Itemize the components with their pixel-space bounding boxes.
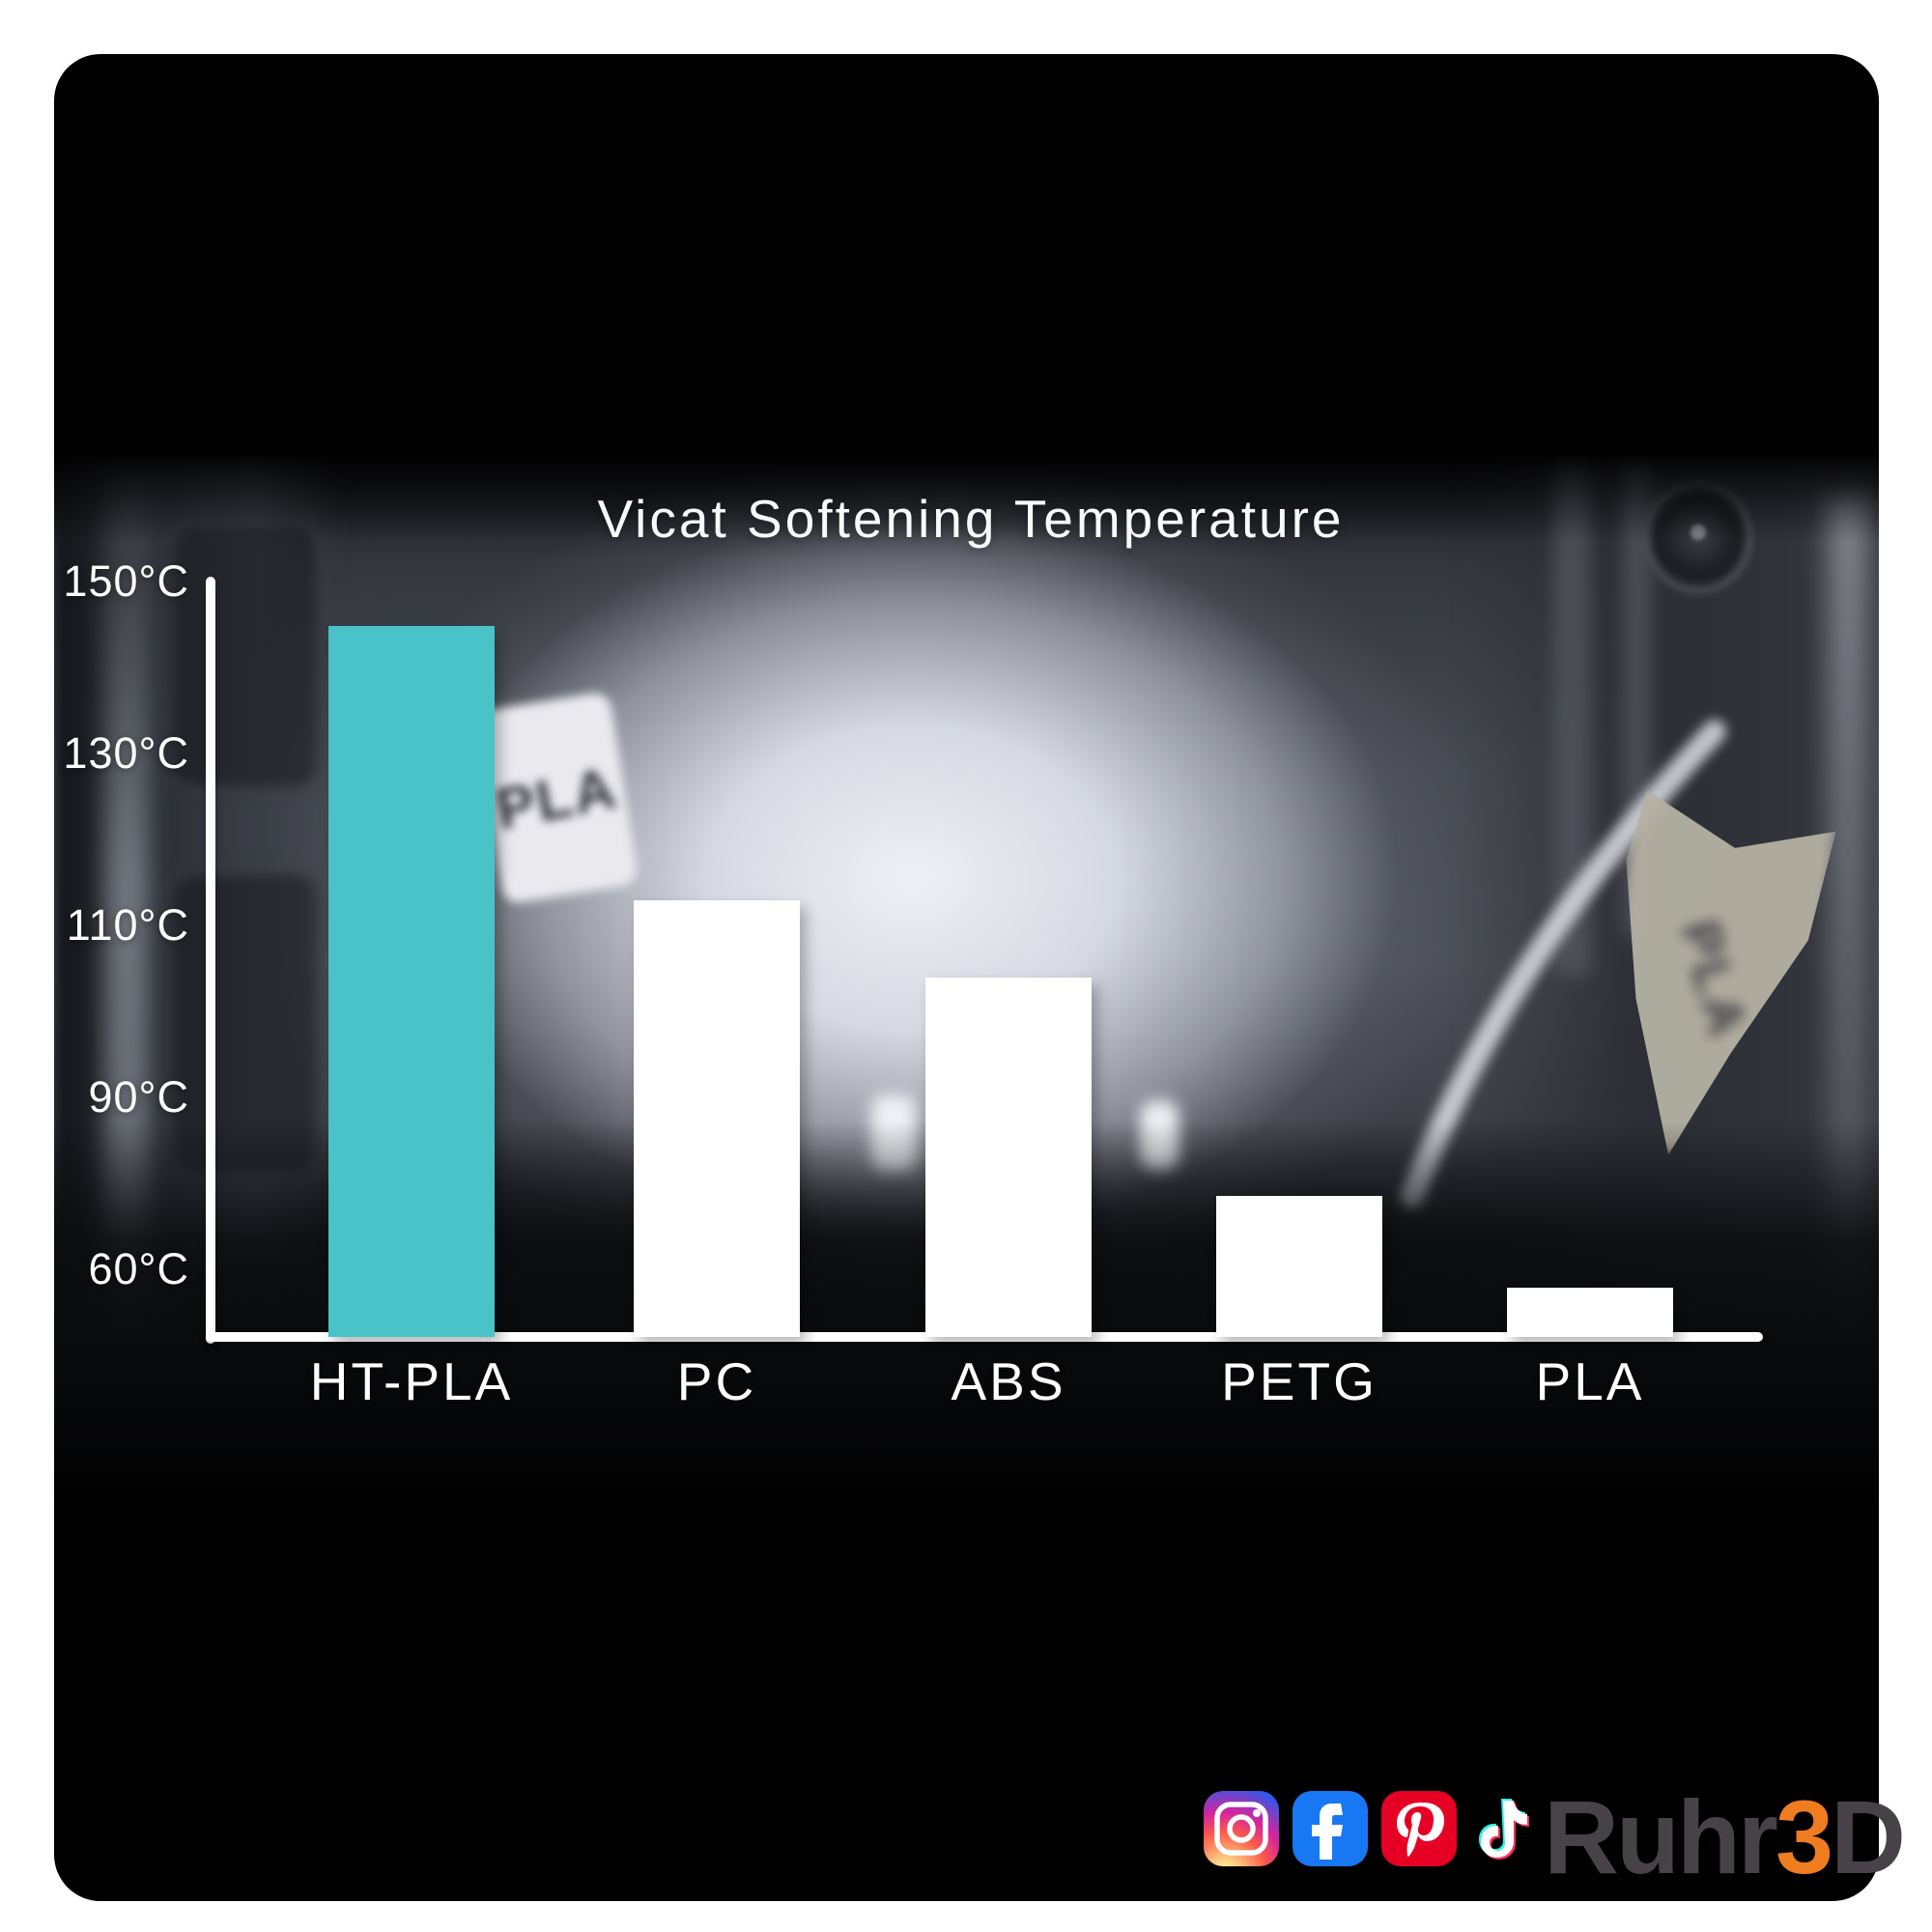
x-label-pc: PC <box>676 1351 757 1411</box>
x-label-abs: ABS <box>951 1351 1066 1411</box>
photo-top-shade <box>54 455 1879 542</box>
x-label-petg: PETG <box>1221 1351 1378 1411</box>
pinterest-icon[interactable] <box>1381 1791 1457 1866</box>
flag-pla-text: PLA <box>1669 913 1760 1046</box>
y-tick-label: 130°C <box>63 728 189 778</box>
bar-pc <box>634 900 800 1337</box>
brand-suffix: D <box>1831 1778 1906 1895</box>
bar-pla <box>1507 1287 1673 1337</box>
y-tick-label: 60°C <box>88 1244 189 1293</box>
photo-bottom-fade <box>54 1447 1879 1515</box>
tag-pla-text: PLA <box>490 754 623 841</box>
y-tick-label: 110°C <box>66 900 189 950</box>
bar-petg <box>1216 1195 1382 1337</box>
x-label-ht-pla: HT-PLA <box>309 1351 514 1411</box>
y-tick-label: 90°C <box>88 1072 189 1122</box>
instagram-icon[interactable] <box>1204 1791 1279 1866</box>
y-tick-label: 150°C <box>63 556 189 606</box>
tiktok-icon[interactable] <box>1464 1791 1540 1866</box>
brand-prefix: Ruhr <box>1544 1778 1778 1895</box>
bar-abs <box>925 978 1092 1337</box>
ruhr3d-logo: Ruhr3D <box>1544 1785 1906 1889</box>
x-label-pla: PLA <box>1535 1351 1645 1411</box>
y-axis-line <box>206 577 215 1344</box>
x-axis-line <box>206 1332 1763 1342</box>
chart-title: Vicat Softening Temperature <box>597 489 1345 549</box>
photo-panel-groove <box>168 523 321 791</box>
brand-accent: 3 <box>1775 1778 1833 1895</box>
facebook-icon[interactable] <box>1293 1791 1368 1866</box>
bar-ht-pla <box>328 625 495 1337</box>
